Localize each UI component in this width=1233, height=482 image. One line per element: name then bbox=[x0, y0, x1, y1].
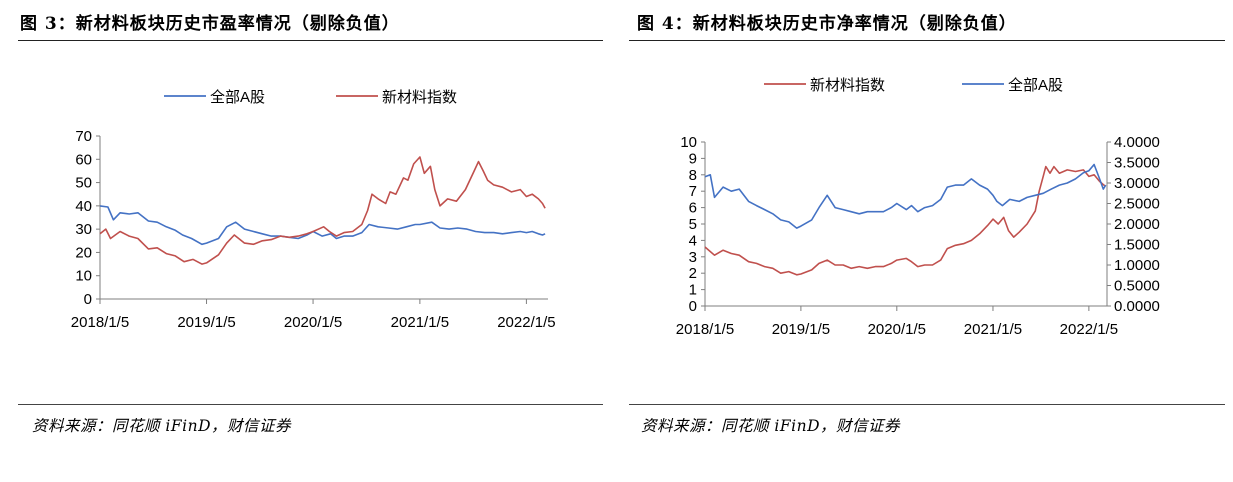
x-tick-label: 2021/1/5 bbox=[391, 314, 449, 331]
y-tick-label: 10 bbox=[680, 134, 697, 151]
y-tick-label: 4 bbox=[689, 232, 697, 249]
y-right-tick-label: 2.5000 bbox=[1114, 196, 1160, 213]
chart-panel-pb: 图 4：新材料板块历史市净率情况（剔除负值） 0 1 2 3 4 5 6 7 8 9 10 0.000… bbox=[615, 0, 1233, 482]
y-tick-label: 30 bbox=[75, 221, 92, 238]
y-tick-label: 5 bbox=[689, 216, 697, 233]
y-right-tick-label: 0.5000 bbox=[1114, 278, 1160, 295]
x-tick-label: 2022/1/5 bbox=[497, 314, 555, 331]
source-divider bbox=[18, 404, 603, 405]
x-tick-label: 2022/1/5 bbox=[1060, 321, 1118, 338]
y-tick-label: 20 bbox=[75, 244, 92, 261]
x-tick-label: 2018/1/5 bbox=[676, 321, 734, 338]
chart-title: 图 3：新材料板块历史市盈率情况（剔除负值） bbox=[20, 14, 400, 34]
y-right-tick-label: 1.0000 bbox=[1114, 257, 1160, 274]
legend-label: 全部A股 bbox=[210, 88, 265, 106]
series-line-1 bbox=[704, 163, 1107, 229]
title-divider bbox=[18, 40, 603, 41]
y-tick-label: 0 bbox=[84, 291, 92, 308]
y-tick-label: 1 bbox=[689, 282, 697, 299]
x-tick-label: 2021/1/5 bbox=[964, 321, 1022, 338]
y-right-tick-label: 2.0000 bbox=[1114, 216, 1160, 233]
y-tick-label: 70 bbox=[75, 128, 92, 145]
x-tick-label: 2018/1/5 bbox=[71, 314, 129, 331]
y-tick-label: 9 bbox=[689, 150, 697, 167]
y-right-tick-label: 3.5000 bbox=[1114, 155, 1160, 172]
legend-label: 新材料指数 bbox=[382, 89, 457, 106]
x-tick-label: 2020/1/5 bbox=[868, 321, 926, 338]
y-tick-label: 40 bbox=[75, 198, 92, 215]
legend-label: 新材料指数 bbox=[810, 77, 885, 94]
y-tick-label: 7 bbox=[689, 183, 697, 200]
y-tick-label: 2 bbox=[689, 265, 697, 282]
source-divider bbox=[629, 404, 1225, 405]
y-tick-label: 60 bbox=[75, 151, 92, 168]
y-tick-label: 0 bbox=[689, 298, 697, 315]
y-tick-label: 6 bbox=[689, 200, 697, 217]
y-right-tick-label: 1.5000 bbox=[1114, 237, 1160, 254]
chart-title: 图 4：新材料板块历史市净率情况（剔除负值） bbox=[637, 14, 1017, 34]
y-tick-label: 8 bbox=[689, 167, 697, 184]
x-tick-label: 2020/1/5 bbox=[284, 314, 342, 331]
source-note: 资料来源：同花顺 iFinD，财信证券 bbox=[641, 417, 901, 435]
y-right-tick-label: 3.0000 bbox=[1114, 175, 1160, 192]
pe-line-chart: 0 10 20 30 40 50 60 70 2018/1/5 2019/1/5 2020/1/5 2… bbox=[71, 88, 556, 331]
chart-panel-pe: 图 3：新材料板块历史市盈率情况（剔除负值） 0 10 20 30 40 50 60 70 20… bbox=[0, 0, 615, 482]
y-right-tick-label: 4.0000 bbox=[1114, 134, 1160, 151]
y-tick-label: 3 bbox=[689, 249, 697, 266]
series-line-0 bbox=[704, 165, 1107, 276]
legend-label: 全部A股 bbox=[1008, 76, 1063, 94]
y-tick-label: 10 bbox=[75, 268, 92, 285]
x-tick-label: 2019/1/5 bbox=[772, 321, 830, 338]
series-line-1 bbox=[99, 156, 546, 265]
y-tick-label: 50 bbox=[75, 175, 92, 192]
x-tick-label: 2019/1/5 bbox=[177, 314, 235, 331]
source-note: 资料来源：同花顺 iFinD，财信证券 bbox=[32, 417, 292, 435]
y-right-tick-label: 0.0000 bbox=[1114, 298, 1160, 315]
title-divider bbox=[629, 40, 1225, 41]
series-line-0 bbox=[99, 205, 546, 246]
